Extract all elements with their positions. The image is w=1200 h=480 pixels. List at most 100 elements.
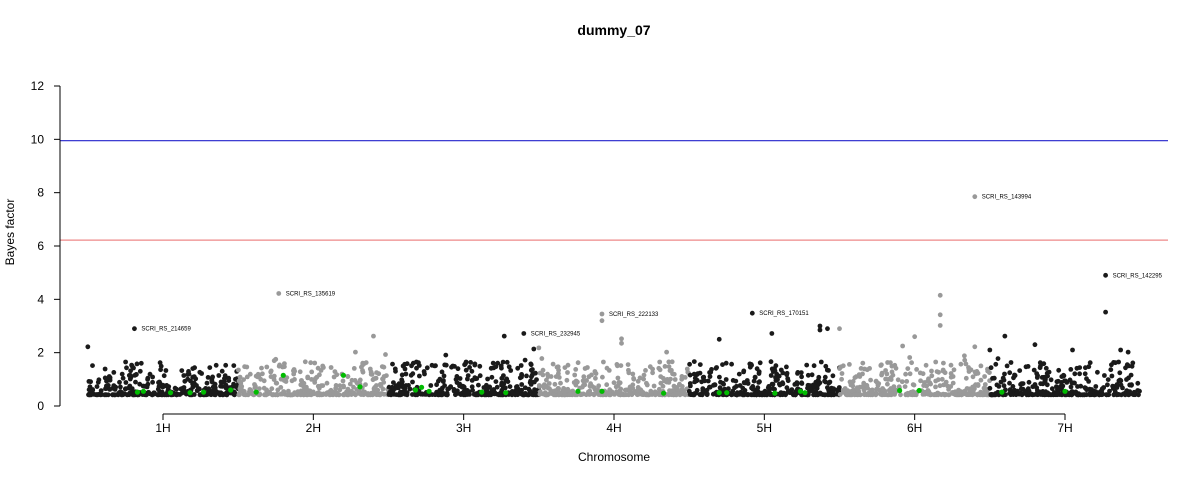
data-point (206, 386, 212, 392)
data-point (604, 382, 610, 388)
data-point (210, 374, 216, 380)
data-point (840, 363, 846, 369)
data-point (935, 390, 940, 396)
data-point (694, 378, 699, 384)
data-point (550, 361, 556, 367)
data-point (222, 373, 228, 379)
data-point (842, 386, 848, 391)
data-point (307, 388, 313, 394)
data-point (891, 384, 897, 389)
data-point (1045, 373, 1050, 379)
data-point (711, 382, 716, 388)
data-point (508, 368, 514, 373)
data-point (962, 353, 967, 359)
data-point (493, 379, 499, 384)
data-point (124, 365, 129, 371)
point-label: SCRI_RS_222133 (609, 312, 659, 318)
data-point (147, 391, 153, 397)
data-point (361, 389, 366, 395)
data-point (527, 388, 533, 394)
data-point (463, 367, 469, 373)
data-point (1117, 370, 1123, 376)
data-point (593, 375, 598, 381)
data-point (444, 392, 450, 398)
data-point (404, 392, 410, 398)
data-point (1048, 377, 1054, 383)
data-point (1084, 376, 1089, 382)
data-point (138, 360, 144, 366)
data-point (669, 359, 675, 365)
x-tick-label: 7H (1057, 421, 1072, 435)
data-point (792, 392, 798, 398)
highlighted-point (418, 384, 425, 390)
data-point (1059, 380, 1064, 385)
data-point (587, 390, 593, 396)
data-point (90, 363, 95, 368)
data-point (459, 384, 465, 390)
data-point (271, 377, 277, 382)
data-point (197, 369, 203, 375)
data-point (601, 359, 606, 365)
data-point (1061, 372, 1066, 378)
data-point (567, 392, 573, 398)
data-point (546, 381, 552, 386)
data-point (1102, 373, 1107, 378)
data-point (910, 392, 916, 398)
data-point (414, 365, 419, 371)
data-point (1017, 368, 1023, 373)
data-point (674, 391, 679, 397)
data-point (687, 372, 693, 378)
data-point (697, 362, 703, 367)
data-point (734, 390, 740, 396)
data-point (1137, 388, 1142, 394)
data-point (562, 365, 568, 370)
data-point (399, 391, 405, 397)
data-point (366, 392, 372, 398)
data-point (515, 365, 521, 371)
data-point (311, 391, 316, 397)
data-point (963, 375, 969, 381)
data-point (1001, 383, 1007, 389)
x-tick-label: 2H (306, 421, 321, 435)
highlighted-point (280, 372, 286, 378)
data-point (193, 376, 199, 382)
data-point (237, 374, 243, 380)
data-point (823, 363, 829, 369)
data-point (972, 369, 978, 375)
data-point (468, 360, 473, 365)
threshold-lines (60, 140, 1168, 241)
data-point (219, 384, 225, 389)
data-point (736, 371, 742, 377)
data-point (543, 383, 549, 389)
data-point (666, 364, 672, 369)
data-point (548, 388, 554, 394)
data-point (1083, 385, 1089, 391)
data-point (211, 384, 217, 389)
data-point (317, 372, 322, 378)
data-point (1072, 371, 1078, 377)
data-point (485, 376, 490, 382)
data-point (255, 374, 260, 380)
data-point (780, 370, 786, 376)
data-point (180, 390, 186, 395)
data-point (923, 362, 929, 368)
data-point (185, 372, 191, 377)
data-point (102, 366, 108, 372)
data-point (799, 374, 804, 380)
data-point (854, 385, 860, 390)
data-point (905, 366, 911, 371)
data-point (817, 323, 823, 329)
data-point (836, 385, 842, 390)
highlighted-point (802, 390, 808, 396)
data-point (98, 388, 104, 393)
y-tick-label: 6 (37, 239, 44, 253)
data-point (247, 371, 253, 377)
data-point (641, 376, 646, 382)
highlighted-point (503, 390, 509, 396)
data-point (573, 382, 579, 388)
data-point (519, 387, 524, 393)
data-point (882, 388, 888, 394)
data-point (905, 390, 911, 396)
data-point (117, 379, 122, 385)
